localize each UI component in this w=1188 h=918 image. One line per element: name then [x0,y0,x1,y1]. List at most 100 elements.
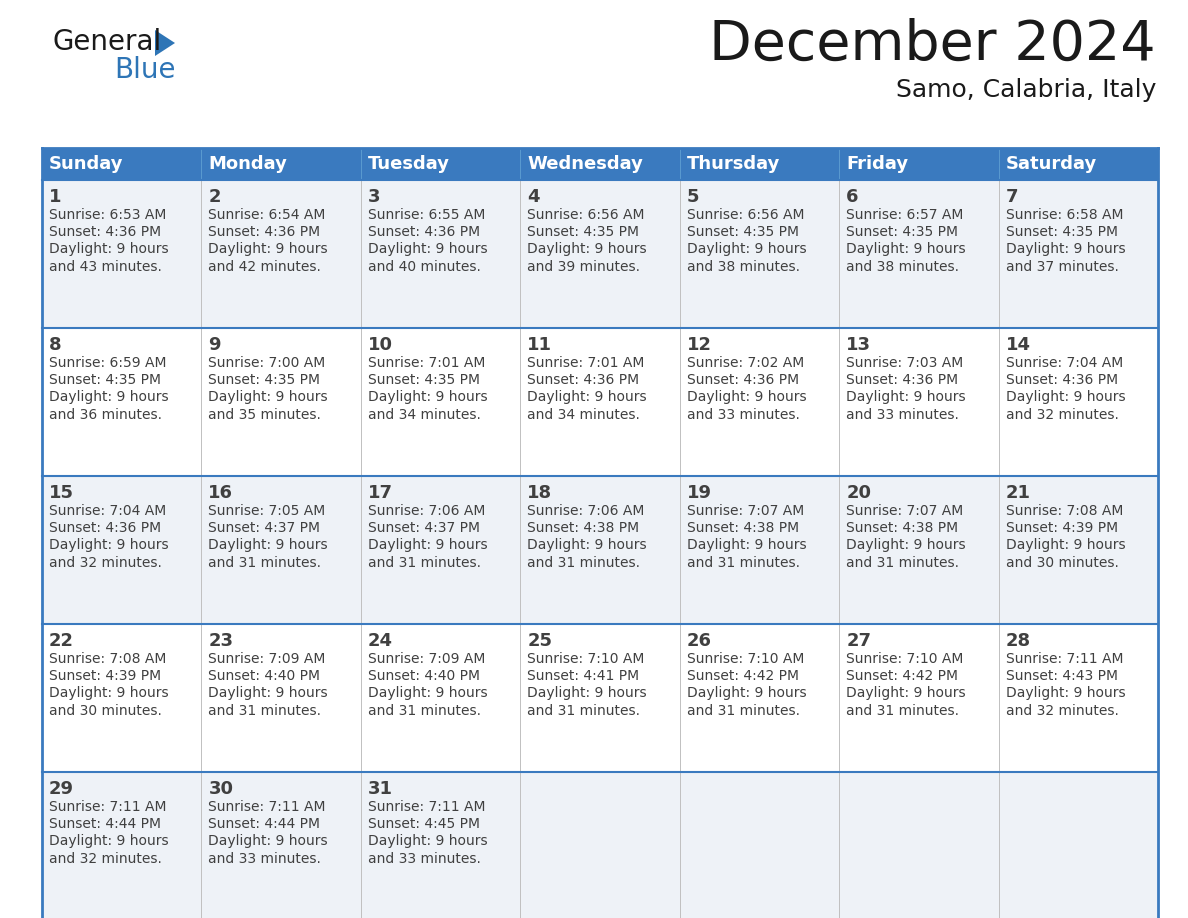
Text: 11: 11 [527,336,552,354]
Text: Sunset: 4:36 PM: Sunset: 4:36 PM [208,225,321,240]
Text: Sunset: 4:38 PM: Sunset: 4:38 PM [527,521,639,535]
Text: 31: 31 [368,780,393,798]
Text: and 32 minutes.: and 32 minutes. [49,852,162,866]
Text: Blue: Blue [114,56,176,84]
Bar [42,180,1158,328]
Polygon shape [154,30,175,56]
Text: Daylight: 9 hours: Daylight: 9 hours [1005,390,1125,405]
Text: Daylight: 9 hours: Daylight: 9 hours [846,390,966,405]
Text: Daylight: 9 hours: Daylight: 9 hours [687,538,807,553]
Text: and 38 minutes.: and 38 minutes. [687,260,800,274]
Text: and 34 minutes.: and 34 minutes. [368,408,481,421]
Text: Daylight: 9 hours: Daylight: 9 hours [687,242,807,256]
Text: Sunset: 4:36 PM: Sunset: 4:36 PM [846,374,959,387]
Text: 1: 1 [49,188,62,206]
Text: and 30 minutes.: and 30 minutes. [1005,555,1118,569]
Text: 20: 20 [846,484,871,502]
Text: and 42 minutes.: and 42 minutes. [208,260,321,274]
Text: 7: 7 [1005,188,1018,206]
Text: Sunday: Sunday [49,155,124,173]
Bar [42,328,1158,476]
Text: 14: 14 [1005,336,1030,354]
Text: Daylight: 9 hours: Daylight: 9 hours [1005,538,1125,553]
Text: Sunrise: 7:04 AM: Sunrise: 7:04 AM [1005,356,1123,370]
Text: Sunrise: 7:06 AM: Sunrise: 7:06 AM [527,504,645,518]
Text: Sunset: 4:37 PM: Sunset: 4:37 PM [208,521,321,535]
Text: 12: 12 [687,336,712,354]
Text: and 31 minutes.: and 31 minutes. [368,703,481,718]
Text: Daylight: 9 hours: Daylight: 9 hours [687,687,807,700]
Text: and 31 minutes.: and 31 minutes. [687,555,800,569]
Text: General: General [52,28,162,56]
Text: Sunrise: 7:11 AM: Sunrise: 7:11 AM [1005,652,1123,666]
Text: Sunrise: 6:56 AM: Sunrise: 6:56 AM [527,208,645,222]
Text: Daylight: 9 hours: Daylight: 9 hours [1005,242,1125,256]
Text: and 33 minutes.: and 33 minutes. [368,852,481,866]
Text: December 2024: December 2024 [709,18,1156,72]
Text: Daylight: 9 hours: Daylight: 9 hours [846,687,966,700]
Text: Daylight: 9 hours: Daylight: 9 hours [49,538,169,553]
Text: Sunset: 4:35 PM: Sunset: 4:35 PM [49,374,162,387]
Text: Sunrise: 6:59 AM: Sunrise: 6:59 AM [49,356,166,370]
Text: 2: 2 [208,188,221,206]
Text: and 31 minutes.: and 31 minutes. [527,555,640,569]
Text: 10: 10 [368,336,393,354]
Text: Sunset: 4:36 PM: Sunset: 4:36 PM [368,225,480,240]
Text: Sunrise: 7:08 AM: Sunrise: 7:08 AM [1005,504,1123,518]
Text: Sunrise: 7:09 AM: Sunrise: 7:09 AM [368,652,485,666]
Text: Sunset: 4:35 PM: Sunset: 4:35 PM [208,374,321,387]
Text: Sunrise: 7:01 AM: Sunrise: 7:01 AM [527,356,645,370]
Text: Sunset: 4:38 PM: Sunset: 4:38 PM [687,521,798,535]
Text: 30: 30 [208,780,233,798]
Text: 22: 22 [49,632,74,650]
Text: Sunrise: 6:58 AM: Sunrise: 6:58 AM [1005,208,1123,222]
Text: Sunrise: 7:05 AM: Sunrise: 7:05 AM [208,504,326,518]
Text: 28: 28 [1005,632,1031,650]
Text: Sunset: 4:36 PM: Sunset: 4:36 PM [1005,374,1118,387]
Text: Sunset: 4:44 PM: Sunset: 4:44 PM [208,817,321,831]
Text: Daylight: 9 hours: Daylight: 9 hours [368,834,487,848]
Text: 23: 23 [208,632,233,650]
Text: and 34 minutes.: and 34 minutes. [527,408,640,421]
Text: Sunset: 4:35 PM: Sunset: 4:35 PM [846,225,959,240]
Text: and 33 minutes.: and 33 minutes. [846,408,959,421]
Text: Daylight: 9 hours: Daylight: 9 hours [208,687,328,700]
Text: 6: 6 [846,188,859,206]
Text: Monday: Monday [208,155,287,173]
Text: Sunrise: 6:57 AM: Sunrise: 6:57 AM [846,208,963,222]
Text: Daylight: 9 hours: Daylight: 9 hours [1005,687,1125,700]
Text: Sunset: 4:42 PM: Sunset: 4:42 PM [846,669,959,683]
Text: Thursday: Thursday [687,155,781,173]
Text: Sunrise: 7:10 AM: Sunrise: 7:10 AM [527,652,645,666]
Bar [42,476,1158,624]
Text: Sunset: 4:37 PM: Sunset: 4:37 PM [368,521,480,535]
Text: Daylight: 9 hours: Daylight: 9 hours [368,687,487,700]
Text: 16: 16 [208,484,233,502]
Text: and 37 minutes.: and 37 minutes. [1005,260,1118,274]
Text: Sunrise: 7:11 AM: Sunrise: 7:11 AM [368,800,486,814]
Text: Sunset: 4:39 PM: Sunset: 4:39 PM [1005,521,1118,535]
Bar [42,148,1158,180]
Text: and 43 minutes.: and 43 minutes. [49,260,162,274]
Text: Sunrise: 7:10 AM: Sunrise: 7:10 AM [687,652,804,666]
Text: Daylight: 9 hours: Daylight: 9 hours [687,390,807,405]
Text: and 31 minutes.: and 31 minutes. [846,703,959,718]
Text: 29: 29 [49,780,74,798]
Text: 13: 13 [846,336,871,354]
Text: 25: 25 [527,632,552,650]
Text: Daylight: 9 hours: Daylight: 9 hours [527,390,647,405]
Text: and 31 minutes.: and 31 minutes. [368,555,481,569]
Text: 4: 4 [527,188,539,206]
Bar [42,772,1158,918]
Text: Daylight: 9 hours: Daylight: 9 hours [846,242,966,256]
Text: and 36 minutes.: and 36 minutes. [49,408,162,421]
Text: 27: 27 [846,632,871,650]
Text: Sunset: 4:35 PM: Sunset: 4:35 PM [687,225,798,240]
Text: Daylight: 9 hours: Daylight: 9 hours [49,390,169,405]
Text: Sunset: 4:35 PM: Sunset: 4:35 PM [1005,225,1118,240]
Text: and 35 minutes.: and 35 minutes. [208,408,321,421]
Text: Sunset: 4:43 PM: Sunset: 4:43 PM [1005,669,1118,683]
Text: Daylight: 9 hours: Daylight: 9 hours [208,834,328,848]
Text: and 31 minutes.: and 31 minutes. [527,703,640,718]
Text: Daylight: 9 hours: Daylight: 9 hours [368,538,487,553]
